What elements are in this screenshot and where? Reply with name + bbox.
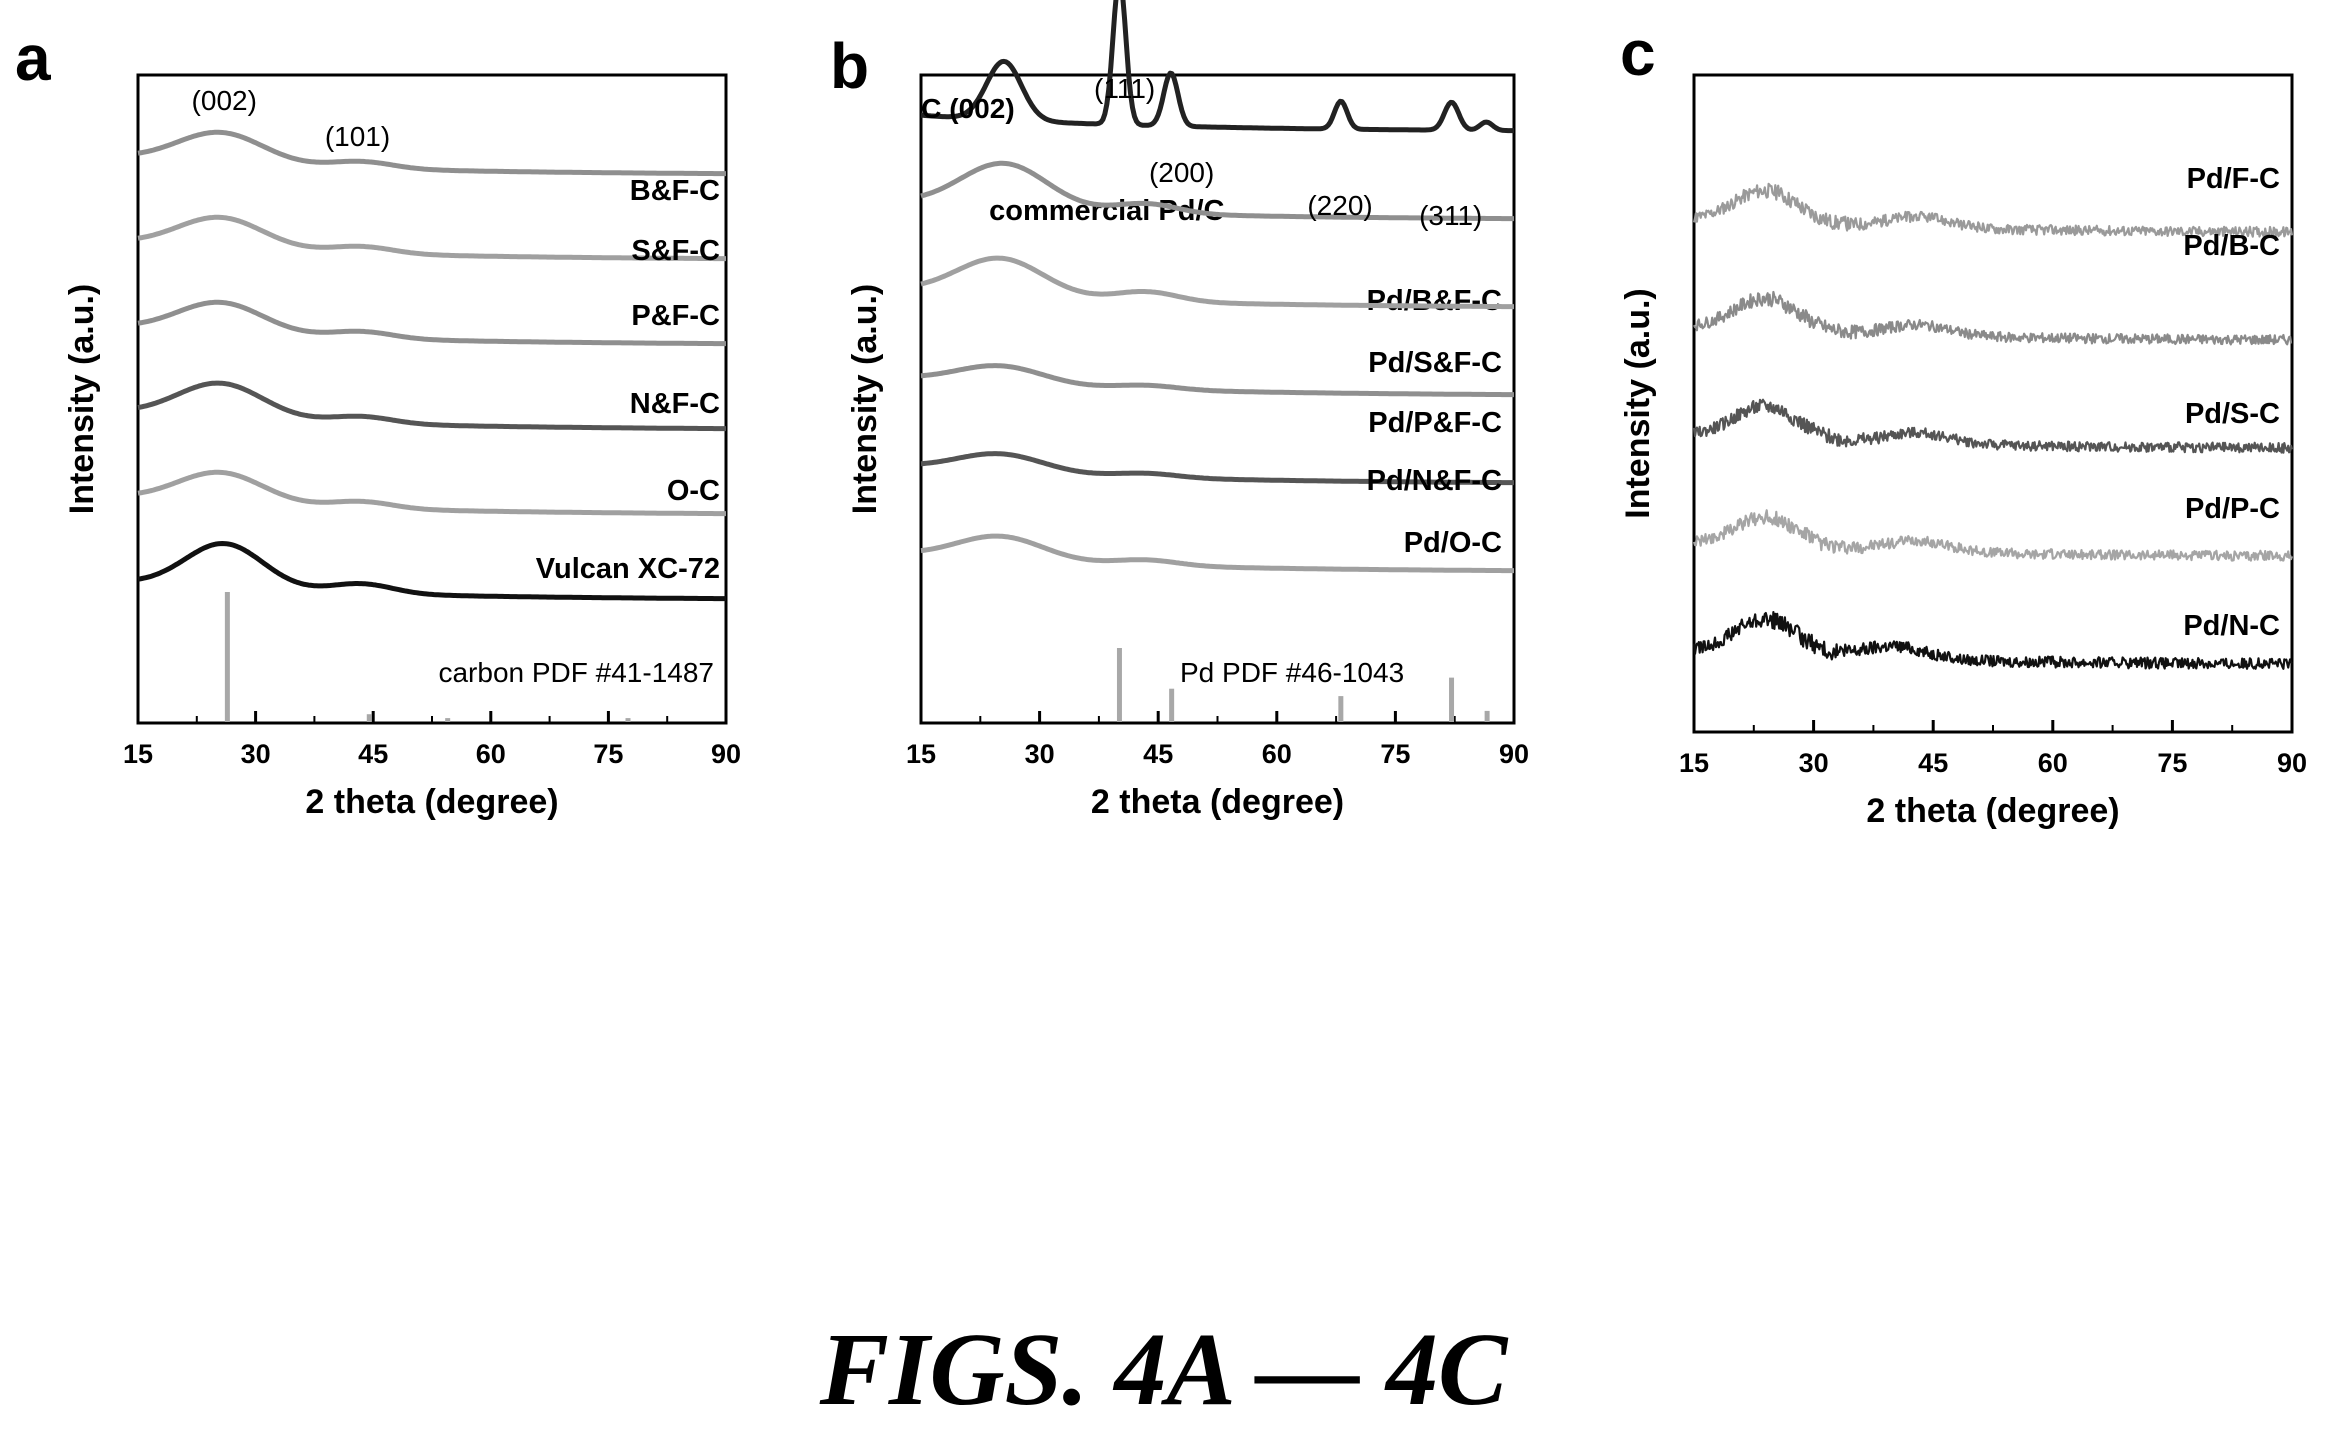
series-line (137, 541, 727, 602)
peak-label: (311) (1419, 200, 1482, 231)
series-label: P&F-C (631, 300, 720, 332)
series-line (920, 255, 1515, 310)
series-line (920, 0, 1515, 134)
series-label: Pd/N&F-C (1367, 465, 1502, 497)
panel-letter-b: b (830, 30, 869, 102)
x-tick-label: 60 (476, 739, 506, 769)
x-axis-title: 2 theta (degree) (1091, 783, 1344, 821)
series-line (1692, 398, 2294, 454)
series-label: Pd/B&F-C (1367, 285, 1502, 317)
series-line (1692, 182, 2294, 238)
series-line (920, 533, 1515, 574)
series-label: S&F-C (631, 235, 720, 267)
x-tick-label: 15 (123, 739, 153, 769)
panel-letter-c: c (1620, 17, 1656, 89)
panel-b: 15 30 45 60 75 90 2 theta (degree) Intensity (a… (846, 0, 1529, 821)
panel-c: 15 30 45 60 75 90 2 theta (degree) Intensity (a… (1619, 73, 2307, 830)
peak-label: C (002) (921, 93, 1014, 124)
reference-label: Pd PDF #46-1043 (1180, 657, 1404, 688)
series-line (137, 299, 727, 347)
series-label: Pd/S-C (2185, 398, 2280, 430)
series-label: Pd/P&F-C (1368, 407, 1502, 439)
x-tick-label: 15 (1679, 748, 1709, 778)
x-tick-label: 30 (1025, 739, 1055, 769)
series-line (920, 160, 1515, 222)
x-tick-label: 75 (593, 739, 623, 769)
series-label: B&F-C (630, 175, 720, 207)
x-axis-title: 2 theta (degree) (305, 783, 558, 821)
series-line (137, 214, 727, 262)
x-tick-label: 90 (2277, 748, 2307, 778)
series-label: N&F-C (630, 388, 720, 420)
x-axis-title: 2 theta (degree) (1866, 792, 2119, 830)
plot-frame (919, 73, 1516, 725)
series-label: Pd/F-C (2187, 163, 2280, 195)
series-line (137, 469, 727, 517)
series-label: Pd/S&F-C (1368, 347, 1502, 379)
y-axis-title: Intensity (a.u.) (1619, 288, 1657, 518)
series-label: Pd/P-C (2185, 493, 2280, 525)
series-label: O-C (667, 475, 720, 507)
peak-label: (111) (1094, 73, 1155, 104)
peak-label: (200) (1149, 157, 1214, 188)
x-tick-label: 15 (906, 739, 936, 769)
y-axis-title: Intensity (a.u.) (63, 284, 101, 514)
series-label: Pd/N-C (2183, 610, 2280, 642)
series-line (1692, 611, 2293, 670)
peak-label: (220) (1307, 190, 1372, 221)
series-line (137, 380, 727, 432)
series-line (920, 363, 1515, 398)
x-tick-label: 45 (358, 739, 388, 769)
x-tick-label: 45 (1918, 748, 1948, 778)
reference-label: carbon PDF #41-1487 (438, 657, 714, 688)
x-tick-label: 30 (241, 739, 271, 769)
series-line (137, 129, 727, 177)
y-axis-title: Intensity (a.u.) (846, 284, 884, 514)
peak-label: (101) (325, 121, 390, 152)
panel-a: 15 30 45 60 75 90 2 theta (degree) Intensity (a… (63, 73, 741, 821)
panel-letter-a: a (15, 22, 51, 94)
x-tick-label: 30 (1799, 748, 1829, 778)
x-tick-label: 45 (1143, 739, 1173, 769)
series-line (1692, 509, 2294, 562)
series-label: Vulcan XC-72 (536, 553, 720, 585)
x-tick-label: 60 (1262, 739, 1292, 769)
figure-caption: FIGS. 4A — 4C (819, 1312, 1508, 1427)
peak-label: (002) (192, 85, 257, 116)
x-tick-label: 90 (1499, 739, 1529, 769)
series-label: Pd/O-C (1404, 527, 1502, 559)
series-line (1693, 290, 2293, 346)
series-line (920, 451, 1515, 486)
x-tick-label: 60 (2038, 748, 2068, 778)
x-tick-label: 75 (1380, 739, 1410, 769)
x-tick-label: 75 (2157, 748, 2187, 778)
series-label: Pd/B-C (2183, 230, 2280, 262)
x-tick-label: 90 (711, 739, 741, 769)
